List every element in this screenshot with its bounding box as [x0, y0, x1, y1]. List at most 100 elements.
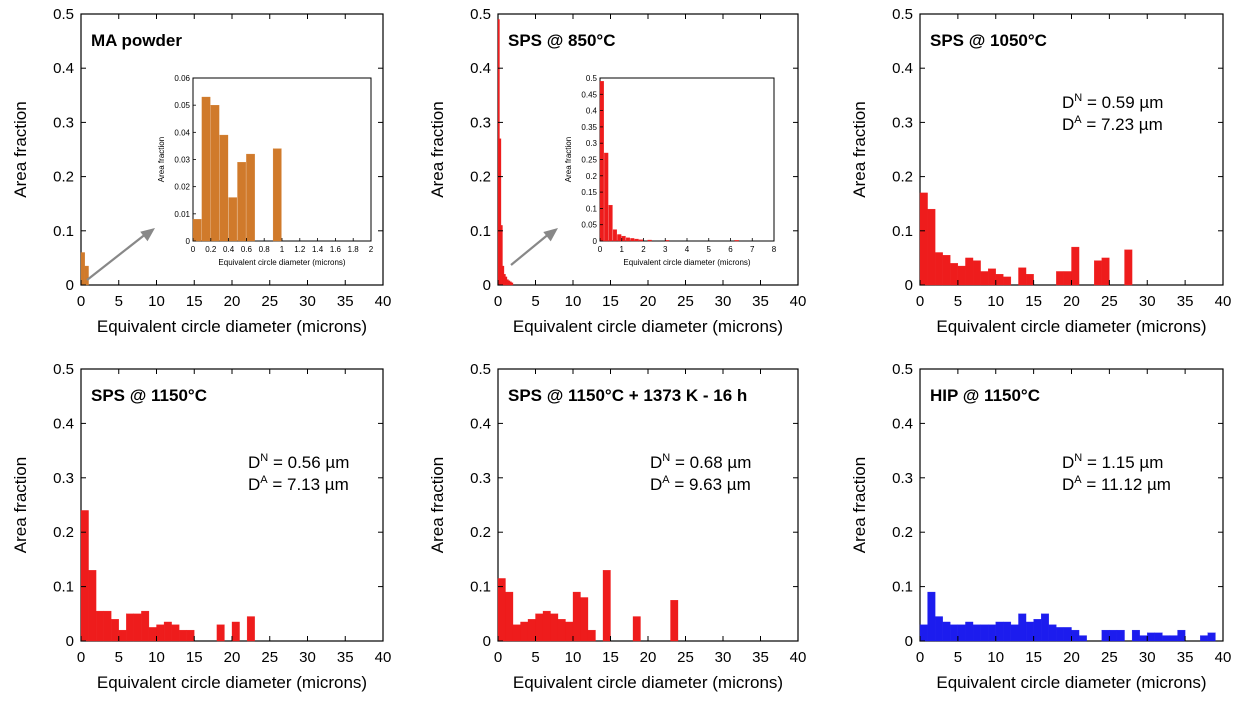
x-tick-label: 0: [916, 293, 924, 310]
y-tick-label: 0.3: [892, 114, 913, 131]
x-tick-label: 10: [987, 649, 1004, 666]
x-axis-label: Equivalent circle diameter (microns): [97, 673, 367, 692]
inset-y-tick-label: 0.1: [586, 204, 598, 213]
dn-stat: DN = 1.15 µm: [1062, 452, 1163, 472]
bar: [587, 629, 596, 642]
bar: [1003, 621, 1012, 642]
panel-title: SPS @ 850°C: [508, 31, 615, 50]
inset-y-tick-label: 0.06: [174, 74, 190, 83]
bar: [506, 279, 509, 286]
y-tick-label: 0.5: [470, 6, 491, 23]
y-axis-label: Area fraction: [428, 457, 447, 553]
inset-x-tick-label: 1.4: [312, 245, 324, 254]
y-tick-label: 0.3: [53, 470, 74, 487]
y-axis-label: Area fraction: [850, 101, 869, 197]
inset-bar: [246, 153, 255, 242]
bar: [965, 257, 974, 286]
inset-x-axis-label: Equivalent circle diameter (microns): [623, 258, 750, 267]
bar: [919, 192, 928, 286]
inset-y-tick-label: 0.5: [586, 74, 598, 83]
bar: [503, 274, 506, 286]
x-tick-label: 15: [1025, 293, 1042, 310]
bar: [500, 225, 503, 286]
bar: [1025, 274, 1034, 286]
da-superscript: A: [1074, 474, 1082, 486]
bar: [965, 621, 974, 642]
x-tick-label: 15: [1025, 649, 1042, 666]
y-tick-label: 0.5: [53, 361, 74, 378]
inset-x-tick-label: 1.2: [294, 245, 306, 254]
inset-x-tick-label: 5: [707, 245, 712, 254]
x-axis-label: Equivalent circle diameter (microns): [97, 317, 367, 336]
x-tick-label: 10: [987, 293, 1004, 310]
dn-value: = 0.68 µm: [670, 453, 751, 472]
y-tick-label: 0: [66, 277, 74, 294]
bar: [550, 613, 559, 642]
bar: [103, 610, 112, 642]
y-tick-label: 0.3: [470, 114, 491, 131]
x-tick-label: 5: [531, 649, 539, 666]
inset-y-tick-label: 0.2: [586, 172, 598, 181]
inset-bar: [621, 235, 626, 242]
inset-bar: [630, 238, 635, 242]
inset-y-tick-label: 0.45: [581, 90, 597, 99]
y-tick-label: 0: [905, 633, 913, 650]
bar: [497, 578, 506, 642]
y-tick-label: 0: [483, 633, 491, 650]
bar: [1071, 246, 1080, 286]
plot-frame: [497, 368, 799, 642]
y-tick-label: 0.3: [892, 470, 913, 487]
bar: [80, 510, 89, 642]
x-tick-label: 15: [602, 293, 619, 310]
bar: [542, 610, 551, 642]
da-stat: DA = 7.23 µm: [1062, 114, 1163, 134]
bar: [111, 619, 119, 642]
x-tick-label: 35: [337, 649, 354, 666]
y-tick-label: 0.5: [470, 361, 491, 378]
bar: [1177, 629, 1186, 642]
bar: [972, 624, 981, 642]
da-value: = 11.12 µm: [1082, 475, 1171, 494]
bar: [1131, 629, 1140, 642]
da-superscript: A: [662, 474, 670, 486]
dn-superscript: N: [260, 452, 268, 464]
inset-x-tick-label: 2: [369, 245, 374, 254]
bar: [497, 19, 500, 286]
bar: [995, 274, 1004, 286]
bar: [1033, 619, 1042, 642]
zoom-arrow-head: [543, 228, 558, 242]
x-tick-label: 5: [115, 293, 123, 310]
y-tick-label: 0.4: [470, 415, 491, 432]
bar: [1063, 271, 1072, 286]
x-tick-label: 5: [115, 649, 123, 666]
y-tick-label: 0: [905, 277, 913, 294]
bar: [942, 255, 951, 286]
x-tick-label: 40: [375, 293, 392, 310]
dn-value: = 1.15 µm: [1082, 453, 1163, 472]
dn-superscript: N: [1074, 452, 1082, 464]
y-tick-label: 0.1: [470, 223, 491, 240]
bar: [527, 619, 536, 642]
y-tick-label: 0.5: [892, 6, 913, 23]
y-tick-label: 0.1: [892, 579, 913, 596]
inset-y-tick-label: 0.35: [581, 123, 597, 132]
y-tick-label: 0.1: [470, 579, 491, 596]
bar: [216, 624, 225, 642]
x-tick-label: 35: [1177, 293, 1194, 310]
bar: [950, 263, 959, 286]
x-tick-label: 10: [148, 293, 165, 310]
x-tick-label: 15: [186, 649, 203, 666]
da-symbol: D: [650, 475, 662, 494]
inset-x-tick-label: 2: [641, 245, 646, 254]
y-tick-label: 0.4: [53, 415, 74, 432]
x-tick-label: 15: [602, 649, 619, 666]
bar: [572, 591, 581, 642]
y-tick-label: 0: [66, 633, 74, 650]
x-tick-label: 40: [790, 649, 807, 666]
plot-frame: [919, 368, 1224, 642]
x-tick-label: 25: [1101, 649, 1118, 666]
bar: [995, 621, 1004, 642]
inset-bar: [210, 105, 220, 242]
inset-bar: [617, 234, 622, 242]
bar: [935, 252, 943, 286]
